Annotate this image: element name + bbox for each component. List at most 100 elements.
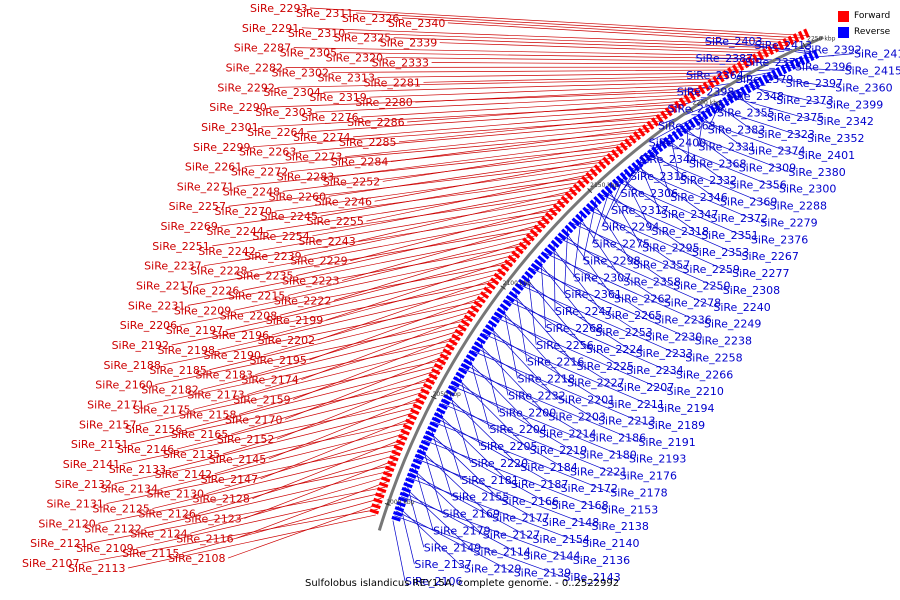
reverse-gene-label: SiRe_2221	[570, 465, 627, 478]
legend: Forward Reverse	[838, 8, 890, 40]
reverse-gene	[812, 49, 820, 60]
forward-gene-connector	[266, 180, 589, 232]
reverse-gene-connector	[399, 501, 415, 565]
forward-gene	[544, 211, 554, 221]
reverse-gene-connector	[408, 477, 583, 544]
reverse-gene-label: SiRe_2179	[433, 524, 490, 537]
forward-gene	[606, 152, 615, 162]
reverse-gene-label: SiRe_2344	[639, 153, 696, 166]
forward-gene-connector	[106, 443, 403, 504]
forward-gene-label: SiRe_2228	[190, 265, 247, 278]
reverse-gene-label: SiRe_2392	[804, 43, 861, 56]
reverse-gene-label: SiRe_2247	[555, 305, 612, 318]
reverse-gene	[663, 136, 672, 146]
forward-gene	[380, 476, 391, 483]
forward-gene-label: SiRe_2231	[128, 299, 185, 312]
reverse-gene	[540, 251, 550, 260]
forward-gene	[384, 465, 395, 472]
forward-gene-label: SiRe_2292	[217, 81, 274, 94]
legend-forward: Forward	[838, 8, 890, 24]
forward-gene-connector	[320, 168, 602, 217]
forward-gene-connector	[163, 300, 484, 366]
forward-gene-label: SiRe_2320	[326, 52, 383, 65]
reverse-gene-connector	[434, 416, 561, 489]
tick-label: 2250 kbp	[807, 35, 835, 42]
forward-gene	[445, 343, 455, 351]
reverse-gene-connector	[458, 372, 481, 447]
forward-gene-label: SiRe_2283	[277, 170, 334, 183]
tick-mark	[802, 42, 807, 49]
reverse-gene-label: SiRe_2300	[779, 183, 836, 196]
forward-gene	[568, 187, 578, 197]
reverse-gene	[438, 403, 448, 410]
forward-gene	[476, 295, 486, 304]
reverse-gene	[443, 393, 453, 402]
reverse-gene-connector	[410, 472, 533, 540]
forward-gene-label: SiRe_2340	[388, 17, 445, 30]
forward-gene	[610, 149, 620, 159]
reverse-gene-label: SiRe_2369	[720, 195, 777, 208]
reverse-gene-label: SiRe_2383	[708, 124, 765, 137]
forward-gene-connector	[179, 262, 513, 326]
forward-gene-label: SiRe_2280	[355, 96, 412, 109]
forward-gene-label: SiRe_2147	[201, 473, 258, 486]
forward-gene	[389, 455, 399, 462]
forward-gene-connector	[147, 339, 458, 405]
reverse-gene	[401, 486, 411, 494]
forward-gene-label: SiRe_2284	[331, 156, 388, 169]
forward-gene	[369, 508, 380, 515]
reverse-gene-connector	[505, 300, 676, 375]
forward-gene-label: SiRe_2209	[174, 304, 231, 317]
reverse-gene-label: SiRe_2203	[548, 410, 605, 423]
reverse-gene-label: SiRe_2396	[795, 60, 852, 73]
forward-gene-label: SiRe_2142	[155, 468, 212, 481]
reverse-gene-label: SiRe_2380	[788, 166, 845, 179]
reverse-gene-label: SiRe_2346	[670, 191, 727, 204]
forward-gene-label: SiRe_2274	[293, 131, 350, 144]
reverse-gene-label: SiRe_2169	[443, 508, 500, 521]
forward-gene-connector	[331, 69, 740, 73]
reverse-gene	[514, 282, 524, 291]
forward-gene	[624, 138, 633, 148]
forward-gene	[470, 305, 480, 313]
reverse-gene-label: SiRe_2210	[666, 385, 723, 398]
forward-gene-label: SiRe_2252	[323, 175, 380, 188]
forward-gene-connector	[220, 176, 593, 227]
reverse-gene-connector	[800, 53, 854, 59]
reverse-gene-label: SiRe_2187	[511, 478, 568, 491]
reverse-gene-label: SiRe_2377	[745, 56, 802, 69]
reverse-gene	[582, 206, 591, 216]
forward-gene	[787, 35, 795, 46]
reverse-gene-label: SiRe_2295	[642, 242, 699, 255]
forward-gene-label: SiRe_2135	[163, 448, 220, 461]
forward-gene-label: SiRe_2287	[234, 42, 291, 55]
forward-gene-label: SiRe_2269	[160, 220, 217, 233]
forward-gene-label: SiRe_2199	[266, 314, 323, 327]
reverse-gene	[593, 195, 602, 205]
reverse-gene-label: SiRe_2373	[776, 94, 833, 107]
forward-gene-connector	[317, 276, 502, 341]
connector-lines	[81, 7, 854, 582]
reverse-gene-connector	[589, 204, 683, 270]
reverse-gene	[631, 162, 640, 172]
forward-gene-connector	[325, 258, 516, 321]
forward-gene-label: SiRe_2301	[201, 121, 258, 134]
reverse-gene-connector	[646, 154, 770, 206]
forward-gene	[589, 168, 598, 177]
forward-gene-connector	[301, 27, 787, 46]
forward-gene-connector	[312, 184, 584, 237]
forward-gene-connector	[336, 138, 638, 177]
reverse-gene-connector	[432, 421, 611, 493]
forward-gene-connector	[190, 475, 390, 534]
reverse-gene-label: SiRe_2153	[601, 503, 658, 516]
forward-gene	[483, 286, 493, 295]
reverse-gene	[396, 501, 406, 508]
reverse-gene-label: SiRe_2358	[623, 275, 680, 288]
forward-gene	[466, 309, 477, 318]
reverse-gene-label: SiRe_2397	[786, 77, 843, 90]
forward-gene	[722, 70, 730, 80]
reverse-gene	[457, 367, 468, 375]
reverse-gene-connector	[716, 104, 758, 135]
reverse-gene-label: SiRe_2398	[677, 86, 734, 99]
forward-gene-label: SiRe_2124	[130, 527, 187, 540]
